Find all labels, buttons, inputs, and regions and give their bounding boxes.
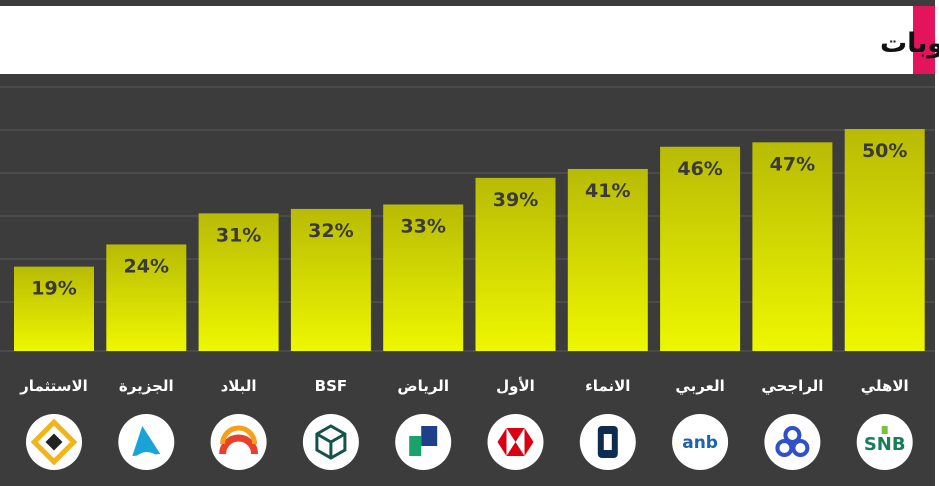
albilad-arch-icon	[210, 414, 267, 470]
category-label: BSF	[315, 377, 347, 395]
bar	[14, 266, 94, 351]
bar	[752, 142, 833, 351]
bar	[567, 168, 648, 351]
bar	[844, 129, 925, 351]
saib-diamond-icon	[26, 414, 82, 470]
snb-wordmark-icon: SNB	[856, 414, 913, 470]
title-bar	[0, 6, 913, 74]
data-label: 50%	[862, 140, 907, 162]
alrajhi-knot-icon	[764, 414, 821, 470]
aljazira-sail-icon	[118, 414, 175, 470]
data-label: 39%	[493, 189, 538, 211]
bar	[383, 204, 464, 351]
category-label: الاستثمار	[19, 377, 88, 395]
data-label: 24%	[124, 255, 169, 277]
bank-names: الاستثمار الجزيرة البلاد BSF الرياض الأول الان…	[19, 377, 909, 395]
logo-text: anb	[682, 433, 718, 453]
category-label: البلاد	[221, 377, 257, 395]
bar	[660, 146, 741, 351]
chart-title: نسبة الودائع غير المكلفة الى المطلوبات	[880, 28, 939, 59]
alinma-frame-icon	[579, 414, 636, 470]
category-label: الرياض	[397, 377, 449, 395]
data-label: 46%	[677, 158, 722, 180]
bars: 19% 24% 31% 32% 33% 39% 41% 46% 47% 50%	[14, 129, 925, 351]
data-label: 41%	[585, 180, 630, 202]
category-label: الأول	[496, 377, 535, 395]
category-label: العربي	[675, 377, 724, 395]
data-label: 32%	[308, 220, 353, 242]
anb-wordmark-icon: anb	[672, 414, 729, 470]
bsf-cube-icon	[302, 414, 359, 470]
bar	[106, 244, 187, 351]
bar	[198, 213, 279, 351]
bar	[475, 177, 556, 351]
logo-text: SNB	[864, 434, 906, 455]
bank-logos: anb SNB	[26, 414, 913, 470]
data-label: 19%	[31, 278, 76, 300]
data-label: 47%	[770, 153, 815, 175]
category-label: الراجحي	[761, 377, 823, 395]
riyad-blocks-icon	[395, 414, 452, 470]
sab-hexagon-icon	[487, 414, 544, 470]
data-label: 33%	[400, 215, 445, 237]
category-label: الاهلي	[861, 377, 909, 395]
title-accent	[913, 6, 935, 74]
data-label: 31%	[216, 224, 261, 246]
category-label: الانماء	[585, 377, 630, 395]
bar	[290, 208, 371, 351]
category-label: الجزيرة	[119, 377, 174, 395]
